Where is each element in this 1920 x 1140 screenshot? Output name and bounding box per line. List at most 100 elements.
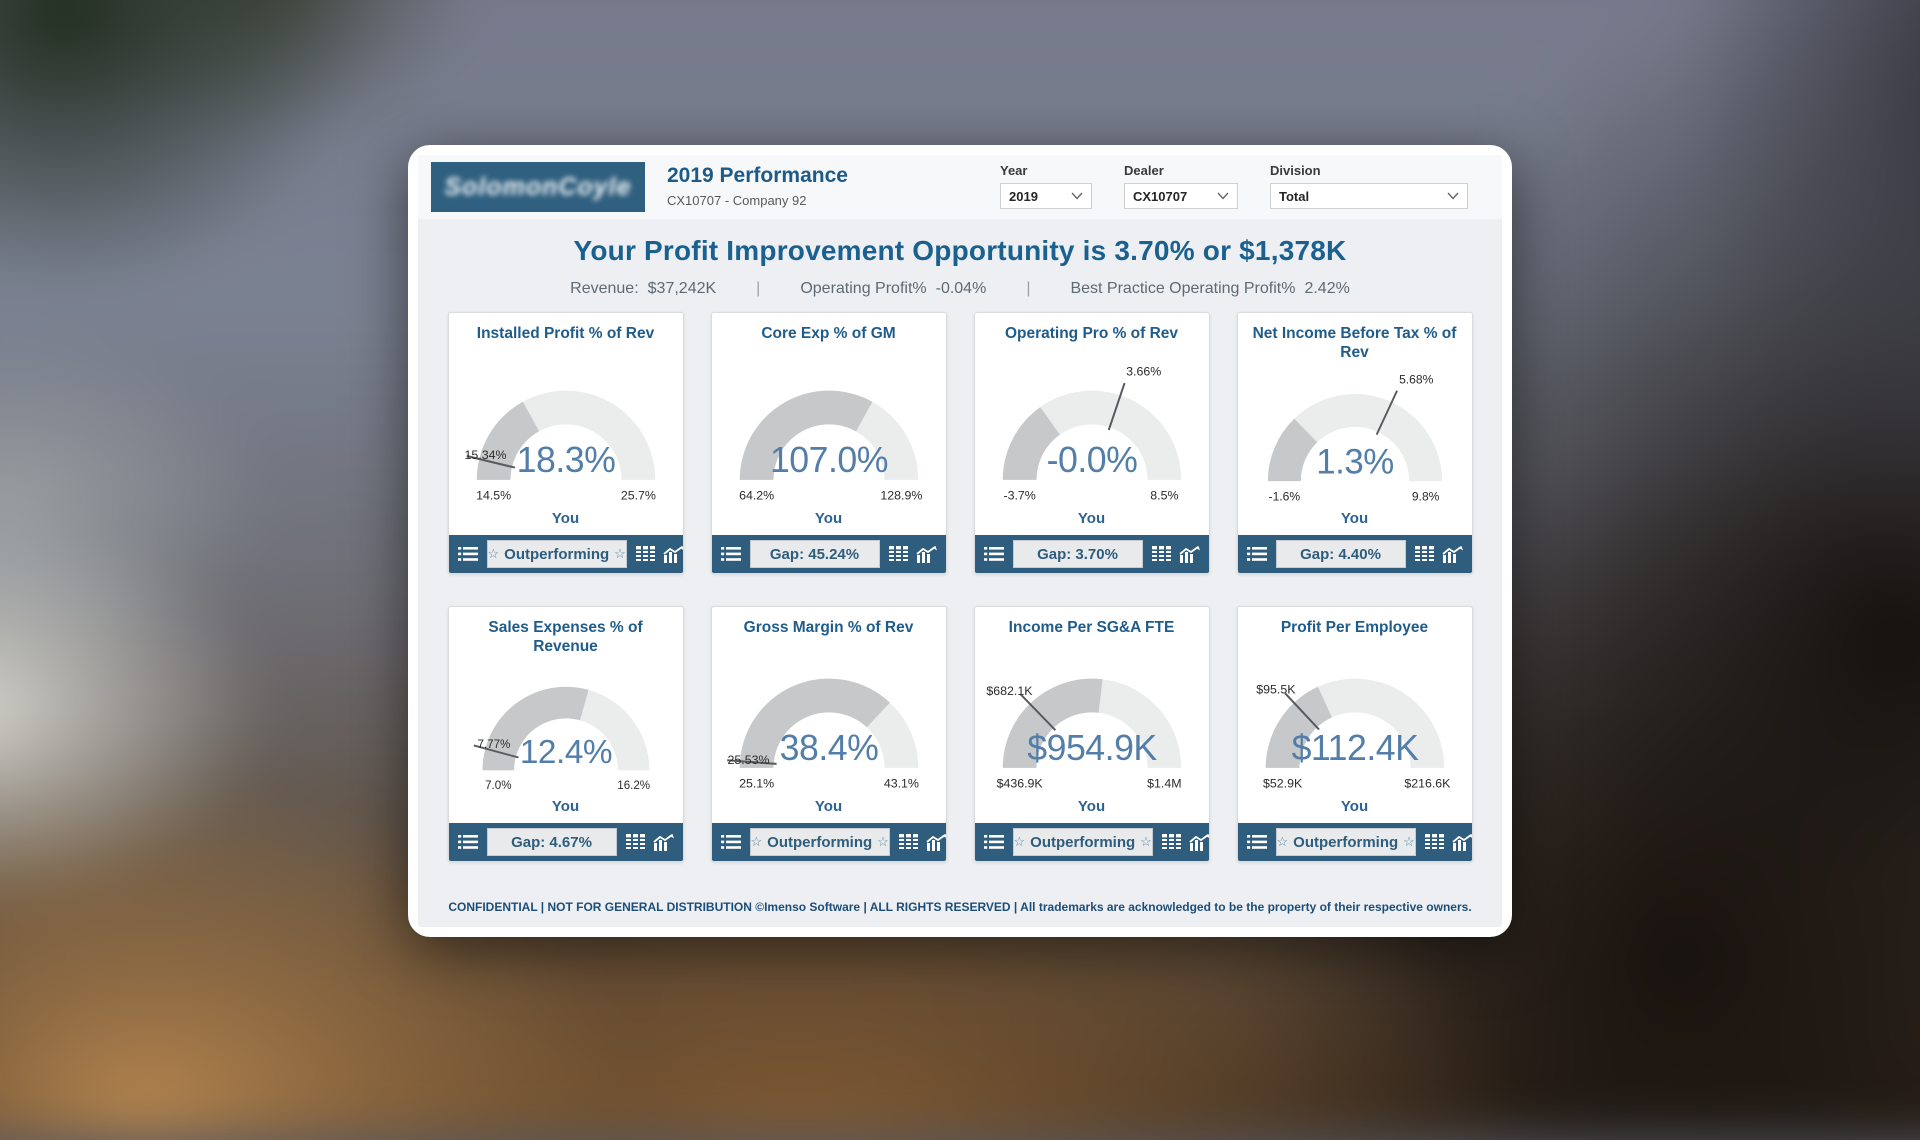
trend-chart-icon[interactable]: [1452, 833, 1472, 851]
you-label: You: [551, 510, 580, 527]
chevron-down-icon: [1447, 192, 1459, 200]
gauge-value: 107.0%: [769, 440, 887, 480]
gauge-max-label: $216.6K: [1404, 777, 1451, 791]
gauge-value: $112.4K: [1291, 728, 1419, 768]
table-icon[interactable]: [1414, 545, 1435, 563]
star-icon: ☆: [1013, 834, 1026, 849]
table-icon[interactable]: [1151, 545, 1172, 563]
gauge-target-label: $95.5K: [1256, 683, 1296, 697]
footer-icons: [1424, 833, 1472, 851]
you-label: You: [1340, 510, 1369, 527]
filter-year-select[interactable]: 2019: [1000, 183, 1092, 209]
table-icon[interactable]: [1161, 833, 1182, 851]
card-footer: Gap: 3.70%: [974, 535, 1209, 573]
card-footer: ☆ Outperforming ☆: [711, 823, 946, 861]
gauge-card: Gross Margin % of Rev 25.53% 25.1% 43.1% 38…: [710, 606, 947, 862]
gauge: 64.2% 128.9% 107.0%: [712, 345, 946, 508]
chevron-down-icon: [1217, 192, 1229, 200]
gauge-value: 1.3%: [1316, 442, 1393, 481]
status-label: Gap: 3.70%: [1037, 545, 1118, 563]
filter-dealer-select[interactable]: CX10707: [1124, 183, 1238, 209]
card-title: Installed Profit % of Rev: [476, 325, 655, 342]
filter-division-label: Division: [1270, 163, 1321, 178]
stat-label: Best Practice Operating Profit%: [1070, 280, 1296, 297]
filter-dealer: Dealer CX10707: [1124, 163, 1238, 209]
gauge-max-label: 43.1%: [883, 777, 918, 791]
status-button[interactable]: ☆ Outperforming ☆: [1012, 828, 1153, 856]
stat-separator: |: [756, 280, 761, 297]
trend-chart-icon[interactable]: [663, 545, 683, 563]
status-button[interactable]: Gap: 3.70%: [1012, 540, 1143, 568]
card-title: Operating Pro % of Rev: [1004, 325, 1179, 342]
star-icon: ☆: [877, 834, 889, 849]
gauge-min-label: 64.2%: [739, 489, 774, 503]
filter-year: Year 2019: [1000, 163, 1092, 209]
gauge-max-label: 16.2%: [617, 780, 650, 792]
gauge-max-label: 25.7%: [620, 489, 655, 503]
trend-chart-icon[interactable]: [1178, 545, 1200, 563]
list-icon[interactable]: [983, 546, 1004, 562]
status-button[interactable]: ☆ Outperforming ☆: [1275, 828, 1416, 856]
status-button[interactable]: Gap: 4.40%: [1275, 540, 1406, 568]
table-icon[interactable]: [625, 833, 646, 851]
status-label: Outperforming: [767, 833, 873, 851]
gauge-min-label: $436.9K: [996, 777, 1043, 791]
stat-best-practice: Best Practice Operating Profit% 2.42%: [1070, 280, 1349, 298]
gauge-value: 38.4%: [779, 728, 878, 768]
card-title: Core Exp % of GM: [761, 325, 896, 342]
filter-bar: Year 2019 Dealer CX10707 Division: [1000, 163, 1468, 209]
gauge: 7.77% 7.0% 16.2% 12.4%: [449, 659, 683, 796]
list-icon[interactable]: [1246, 546, 1267, 562]
card-footer: ☆ Outperforming ☆: [1237, 823, 1472, 861]
gauge-target-label: 15.34%: [464, 448, 506, 462]
star-icon: ☆: [487, 546, 500, 561]
footer-icons: [625, 833, 674, 851]
footer-icons: [635, 545, 683, 563]
stat-value: $37,242K: [647, 280, 717, 297]
dashboard-header: SolomonCoyle 2019 Performance CX10707 - …: [418, 155, 1502, 219]
gauge-max-label: 128.9%: [880, 489, 922, 503]
status-button[interactable]: Gap: 4.67%: [486, 828, 617, 856]
you-label: You: [814, 798, 843, 815]
table-icon[interactable]: [898, 833, 919, 851]
status-label: Outperforming: [504, 545, 610, 563]
summary-stats: Revenue: $37,242K | Operating Profit% -0…: [418, 280, 1502, 298]
list-icon[interactable]: [1246, 834, 1267, 850]
trend-chart-icon[interactable]: [926, 833, 946, 851]
status-label: Outperforming: [1030, 833, 1136, 851]
star-icon: ☆: [614, 546, 626, 561]
filter-division-select[interactable]: Total: [1270, 183, 1468, 209]
trend-chart-icon[interactable]: [1441, 545, 1463, 563]
list-icon[interactable]: [457, 546, 478, 562]
status-label: Gap: 4.40%: [1300, 545, 1381, 563]
status-button[interactable]: ☆ Outperforming ☆: [486, 540, 627, 568]
gauge-target-label: 7.77%: [477, 739, 510, 751]
trend-chart-icon[interactable]: [1189, 833, 1209, 851]
gauge: 15.34% 14.5% 25.7% 18.3%: [449, 345, 683, 508]
gauge-min-label: -3.7%: [1003, 489, 1035, 503]
headline: Your Profit Improvement Opportunity is 3…: [573, 235, 1347, 266]
stat-label: Revenue:: [570, 280, 639, 297]
you-label: You: [1077, 510, 1106, 527]
you-label: You: [551, 798, 580, 815]
card-footer: Gap: 4.40%: [1237, 535, 1472, 573]
list-icon[interactable]: [457, 834, 478, 850]
status-button[interactable]: Gap: 45.24%: [749, 540, 880, 568]
status-button[interactable]: ☆ Outperforming ☆: [749, 828, 890, 856]
gauge-target-label: $682.1K: [986, 684, 1033, 698]
list-icon[interactable]: [720, 546, 741, 562]
gauge-min-label: 14.5%: [476, 489, 511, 503]
gauge-min-label: $52.9K: [1263, 777, 1303, 791]
gauge-value: -0.0%: [1046, 440, 1137, 480]
list-icon[interactable]: [983, 834, 1004, 850]
table-icon[interactable]: [1424, 833, 1445, 851]
trend-chart-icon[interactable]: [652, 833, 674, 851]
card-title: Income Per SG&A FTE: [1008, 619, 1175, 636]
gauge-grid: Installed Profit % of Rev 15.34% 14.5% 25.…: [418, 312, 1502, 862]
table-icon[interactable]: [888, 545, 909, 563]
trend-chart-icon[interactable]: [915, 545, 937, 563]
list-icon[interactable]: [720, 834, 741, 850]
table-icon[interactable]: [635, 545, 656, 563]
gauge: 25.53% 25.1% 43.1% 38.4%: [712, 639, 946, 796]
gauge-max-label: 9.8%: [1411, 489, 1439, 503]
